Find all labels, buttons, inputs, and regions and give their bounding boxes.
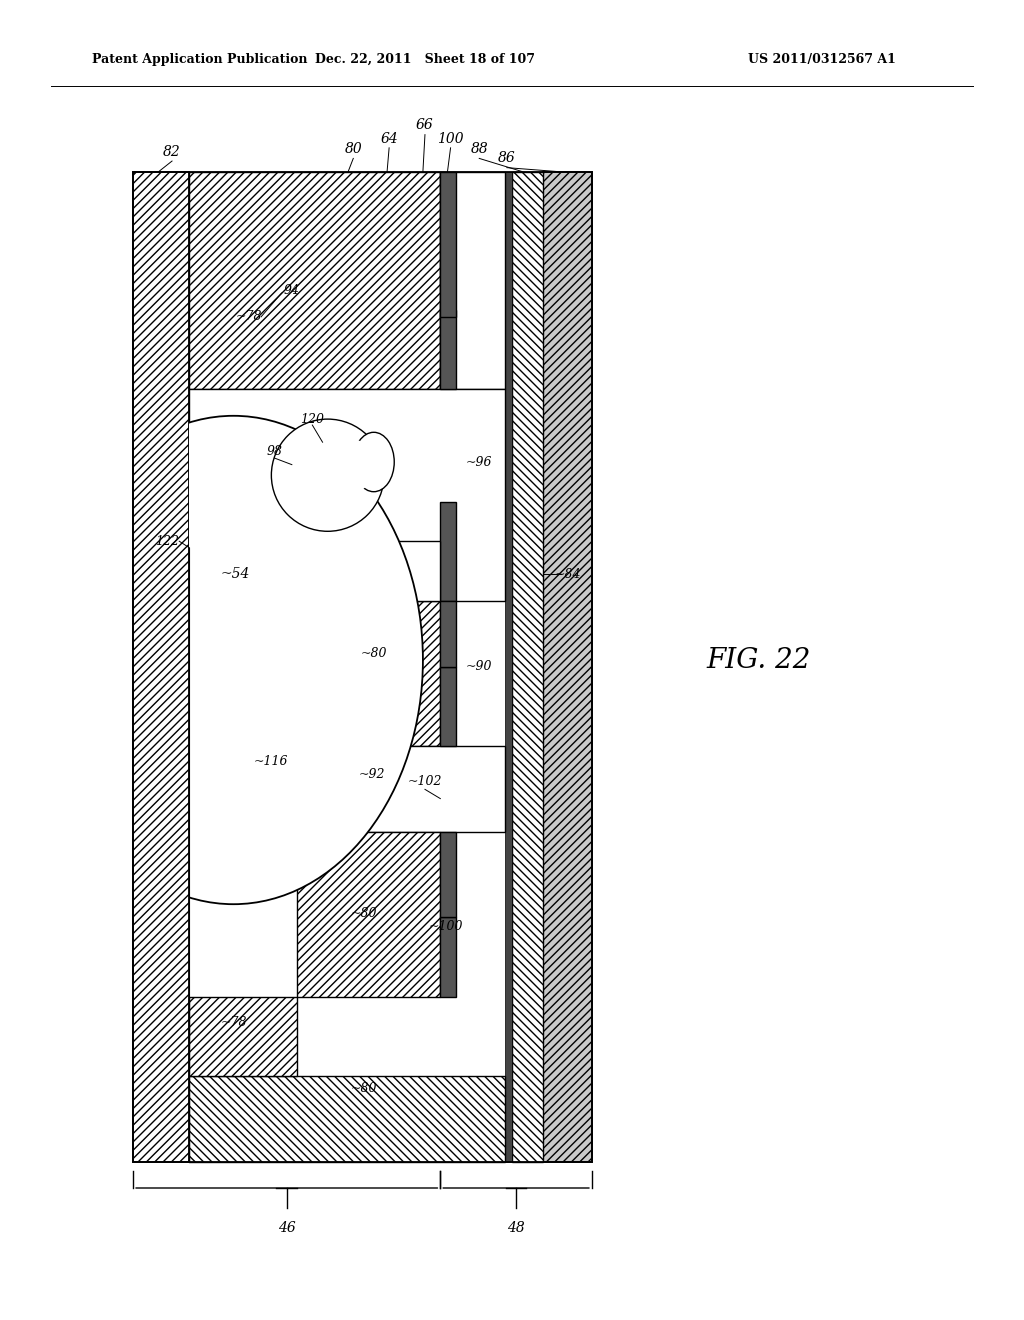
Bar xyxy=(512,172,543,1162)
Text: ~80: ~80 xyxy=(360,647,387,660)
Text: FIG. 22: FIG. 22 xyxy=(707,647,811,673)
Text: 88: 88 xyxy=(470,143,488,156)
Text: ~116: ~116 xyxy=(254,755,289,768)
Text: ~80: ~80 xyxy=(350,1082,377,1096)
Bar xyxy=(543,172,592,1162)
Text: 48: 48 xyxy=(507,1221,525,1236)
Bar xyxy=(297,601,440,746)
Bar xyxy=(133,172,592,1162)
Bar xyxy=(440,832,456,917)
Circle shape xyxy=(44,416,423,904)
Text: ~84: ~84 xyxy=(555,568,582,581)
Text: 82: 82 xyxy=(163,145,181,158)
Bar xyxy=(440,667,456,746)
Text: 120: 120 xyxy=(300,413,325,426)
Text: ~96: ~96 xyxy=(466,455,493,469)
Text: Patent Application Publication: Patent Application Publication xyxy=(92,53,307,66)
Text: ~102: ~102 xyxy=(408,775,442,788)
Text: 64: 64 xyxy=(380,132,398,145)
Text: 94: 94 xyxy=(284,284,300,297)
Bar xyxy=(440,601,456,667)
Bar xyxy=(440,172,505,389)
Text: US 2011/0312567 A1: US 2011/0312567 A1 xyxy=(748,53,895,66)
Bar xyxy=(189,172,440,1162)
Text: 80: 80 xyxy=(344,143,362,156)
Text: ~100: ~100 xyxy=(428,920,463,933)
Bar xyxy=(189,389,505,601)
Text: 122: 122 xyxy=(155,535,179,548)
Text: 100: 100 xyxy=(437,132,464,145)
Ellipse shape xyxy=(271,418,384,532)
Bar xyxy=(189,997,297,1076)
Bar xyxy=(189,746,505,832)
Text: ~54: ~54 xyxy=(221,568,250,581)
Text: ~90: ~90 xyxy=(466,660,493,673)
Text: 98: 98 xyxy=(266,445,283,458)
Bar xyxy=(189,1076,505,1162)
Bar xyxy=(440,917,456,997)
Text: ~80: ~80 xyxy=(350,907,377,920)
Text: 86: 86 xyxy=(498,152,516,165)
Bar xyxy=(133,172,189,1162)
Ellipse shape xyxy=(333,440,374,492)
Text: 66: 66 xyxy=(416,119,434,132)
Bar xyxy=(189,172,440,389)
Bar xyxy=(297,541,440,601)
Text: ~78: ~78 xyxy=(220,1016,247,1030)
Text: ~92: ~92 xyxy=(358,768,385,781)
Bar xyxy=(440,172,456,317)
Bar xyxy=(297,832,440,997)
Text: 46: 46 xyxy=(278,1221,296,1236)
Text: ~78: ~78 xyxy=(236,310,262,323)
Ellipse shape xyxy=(353,433,394,492)
Bar xyxy=(440,502,456,601)
Text: Dec. 22, 2011   Sheet 18 of 107: Dec. 22, 2011 Sheet 18 of 107 xyxy=(315,53,535,66)
Bar xyxy=(505,172,512,1162)
Bar xyxy=(440,310,456,389)
